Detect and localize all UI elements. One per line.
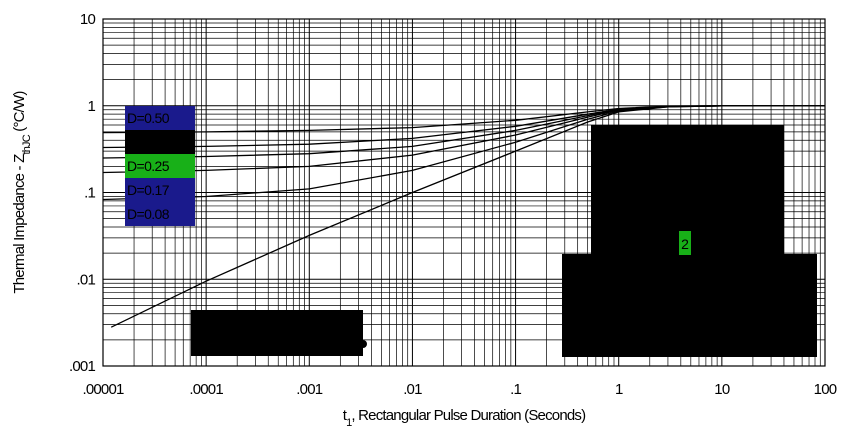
x-tick-label: .001	[296, 381, 322, 398]
x-axis-label-var: t	[343, 407, 348, 424]
x-tick-label: .0001	[189, 381, 223, 398]
x-axis-label: t1, Rectangular Pulse Duration (Seconds)	[343, 407, 586, 429]
redaction-dot	[359, 340, 367, 348]
y-tick-label: .001	[69, 358, 95, 375]
annotation-label: 2	[681, 236, 689, 252]
x-tick-label: .00001	[82, 381, 124, 398]
plot-frame	[102, 18, 826, 367]
y-tick-label: .01	[77, 271, 96, 288]
legend-swatch	[125, 178, 195, 202]
legend-label: D=0.17	[127, 182, 170, 198]
legend: D=0.50 D=0.33 D=0.25 D=0.17 D=0.08	[125, 106, 195, 226]
x-tick-label: 100	[814, 381, 837, 398]
tick-labels: .00001 .0001 .001 .01 .1 1 10 100 .001 .01 .1 1 10	[69, 11, 838, 398]
x-tick-label: .1	[510, 381, 521, 398]
legend-swatch	[125, 202, 195, 226]
y-axis-label-unit: (°C/W)	[11, 91, 28, 136]
series-lines	[102, 105, 825, 328]
y-tick-label: .1	[84, 185, 95, 202]
x-axis-label-sub: 1	[346, 417, 352, 429]
legend-label: D=0.50	[127, 110, 170, 126]
x-tick-label: 10	[714, 381, 730, 398]
legend-label: D=0.33	[127, 134, 170, 150]
legend-swatch	[125, 106, 195, 130]
legend-label: D=0.25	[127, 158, 170, 174]
x-axis-label-rest: , Rectangular Pulse Duration (Seconds)	[351, 407, 586, 424]
x-tick-label: 1	[615, 381, 623, 398]
legend-label: D=0.08	[127, 206, 170, 222]
y-axis-label: Thermal Impedance - ZthJC (°C/W)	[11, 91, 33, 294]
overlays: 2	[191, 125, 817, 357]
redaction-block	[191, 310, 363, 356]
series-line	[110, 105, 825, 328]
y-axis-label-main: Thermal Impedance - Z	[11, 154, 28, 294]
redaction-block	[562, 254, 817, 357]
y-tick-label: 1	[87, 98, 95, 115]
x-tick-label: .01	[403, 381, 422, 398]
legend-swatch	[125, 130, 195, 154]
annotation-marker	[679, 231, 691, 255]
y-axis-label-sub: thJC	[21, 134, 33, 154]
legend-swatch	[125, 154, 195, 178]
y-tick-label: 10	[80, 11, 96, 28]
